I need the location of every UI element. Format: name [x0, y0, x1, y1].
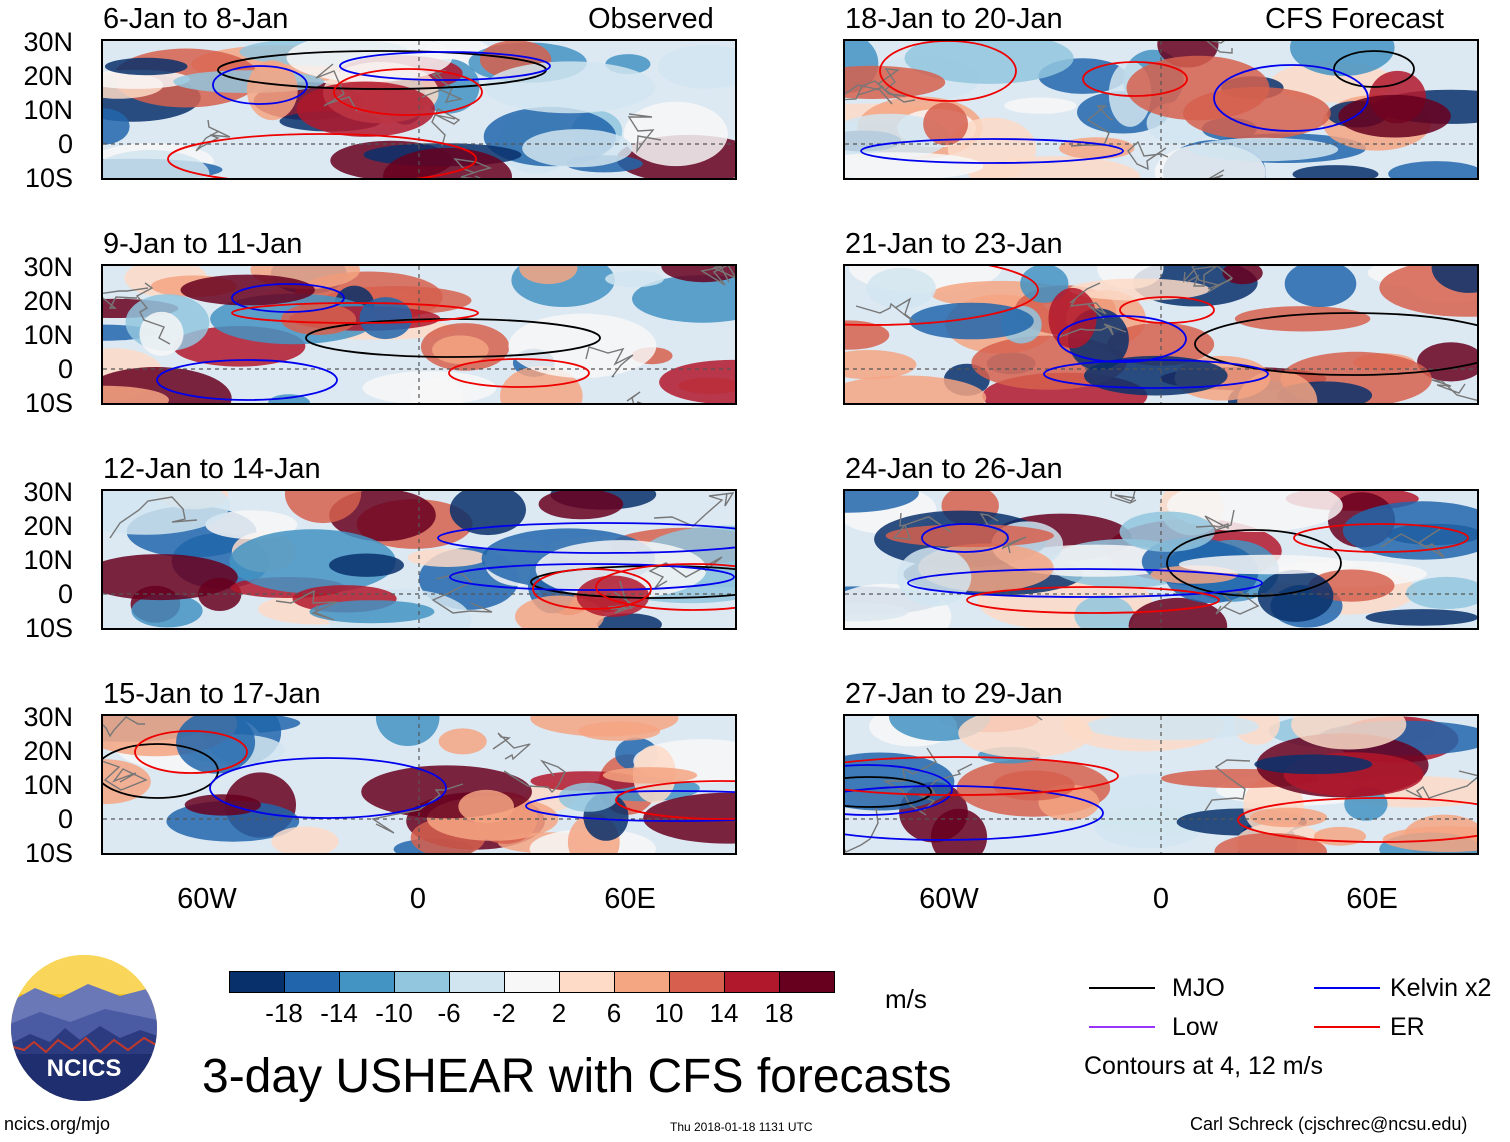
- ncics-logo: NCICS: [11, 955, 157, 1101]
- lat-label: 10S: [24, 838, 73, 868]
- lat-label: 30N: [23, 702, 73, 732]
- legend-line-kelvin: [1314, 987, 1380, 989]
- colorbar-tick-label: -10: [375, 998, 413, 1028]
- map-panel-2: [843, 39, 1479, 180]
- colorbar-units: m/s: [885, 984, 927, 1014]
- legend-line-er: [1314, 1026, 1380, 1028]
- map-panel-3: [101, 264, 737, 405]
- lat-label: 10S: [24, 613, 73, 643]
- map-panel-6: [843, 489, 1479, 630]
- colorbar-swatch: [724, 971, 780, 993]
- legend-label-low: Low: [1172, 1013, 1218, 1041]
- panel-title: 24-Jan to 26-Jan: [845, 453, 1063, 485]
- panel-field: [103, 491, 735, 628]
- main-title: 3-day USHEAR with CFS forecasts: [202, 1050, 952, 1103]
- colorbar-swatch: [559, 971, 615, 993]
- colorbar-tick-label: 14: [709, 998, 739, 1028]
- panel-tag: CFS Forecast: [1265, 3, 1444, 35]
- lat-label: 0: [57, 804, 73, 834]
- map-panel-4: [843, 264, 1479, 405]
- footer-credit: Carl Schreck (cjschrec@ncsu.edu): [1190, 1114, 1468, 1134]
- map-panel-1: [101, 39, 737, 180]
- colorbar-tick-label: -6: [437, 998, 461, 1028]
- panel-title: 27-Jan to 29-Jan: [845, 678, 1063, 710]
- legend-label-kelvin: Kelvin x2: [1390, 974, 1492, 1002]
- colorbar-swatch: [229, 971, 285, 993]
- colorbar-swatch: [669, 971, 725, 993]
- panel-field: [845, 716, 1477, 853]
- lat-label: 10N: [23, 545, 73, 575]
- legend-line-mjo: [1089, 987, 1155, 989]
- colorbar-tick-label: -18: [265, 998, 303, 1028]
- panel-title: 21-Jan to 23-Jan: [845, 228, 1063, 260]
- legend-label-mjo: MJO: [1172, 974, 1225, 1002]
- map-panel-5: [101, 489, 737, 630]
- panel-field: [845, 41, 1477, 178]
- colorbar-swatch: [449, 971, 505, 993]
- lon-label: 60W: [919, 883, 979, 915]
- lat-label: 10N: [23, 95, 73, 125]
- panel-title: 12-Jan to 14-Jan: [103, 453, 321, 485]
- colorbar-swatch: [779, 971, 835, 993]
- lat-label: 10S: [24, 388, 73, 418]
- panel-field: [103, 41, 735, 178]
- lat-label: 0: [57, 579, 73, 609]
- lat-label: 0: [57, 129, 73, 159]
- lon-label: 60E: [604, 883, 656, 915]
- contours-note: Contours at 4, 12 m/s: [1084, 1052, 1324, 1080]
- panel-field: [103, 716, 735, 853]
- colorbar-tick-label: 6: [606, 998, 622, 1028]
- panel-title: 15-Jan to 17-Jan: [103, 678, 321, 710]
- lon-label: 60E: [1346, 883, 1398, 915]
- lat-label: 30N: [23, 252, 73, 282]
- panel-field: [845, 491, 1477, 628]
- lon-label: 0: [409, 883, 427, 915]
- panel-title: 18-Jan to 20-Jan: [845, 3, 1063, 35]
- lon-label: 60W: [177, 883, 237, 915]
- legend-label-er: ER: [1390, 1013, 1425, 1041]
- colorbar-swatch: [394, 971, 450, 993]
- lat-label: 10S: [24, 163, 73, 193]
- panel-title: 6-Jan to 8-Jan: [103, 3, 289, 35]
- panel-tag: Observed: [588, 3, 714, 35]
- lat-label: 20N: [23, 736, 73, 766]
- lon-label: 0: [1152, 883, 1170, 915]
- lat-label: 10N: [23, 320, 73, 350]
- map-panel-7: [101, 714, 737, 855]
- colorbar-swatch: [284, 971, 340, 993]
- colorbar-tick-label: 10: [654, 998, 684, 1028]
- lat-label: 20N: [23, 286, 73, 316]
- colorbar-tick-label: 18: [764, 998, 794, 1028]
- legend-line-low: [1089, 1026, 1155, 1028]
- colorbar-swatch: [339, 971, 395, 993]
- logo-text: NCICS: [47, 1055, 122, 1082]
- colorbar-swatch: [614, 971, 670, 993]
- panel-field: [103, 266, 735, 403]
- panel-title: 9-Jan to 11-Jan: [103, 228, 303, 260]
- colorbar-tick-label: -14: [320, 998, 358, 1028]
- map-panel-8: [843, 714, 1479, 855]
- lat-label: 20N: [23, 511, 73, 541]
- lat-label: 0: [57, 354, 73, 384]
- lat-label: 20N: [23, 61, 73, 91]
- footer-timestamp: Thu 2018-01-18 1131 UTC: [670, 1120, 813, 1134]
- footer-url[interactable]: ncics.org/mjo: [4, 1114, 111, 1134]
- colorbar-tick-label: -2: [492, 998, 516, 1028]
- lat-label: 10N: [23, 770, 73, 800]
- colorbar-swatch: [504, 971, 560, 993]
- lat-label: 30N: [23, 27, 73, 57]
- panel-field: [845, 266, 1477, 403]
- colorbar-tick-label: 2: [551, 998, 567, 1028]
- lat-label: 30N: [23, 477, 73, 507]
